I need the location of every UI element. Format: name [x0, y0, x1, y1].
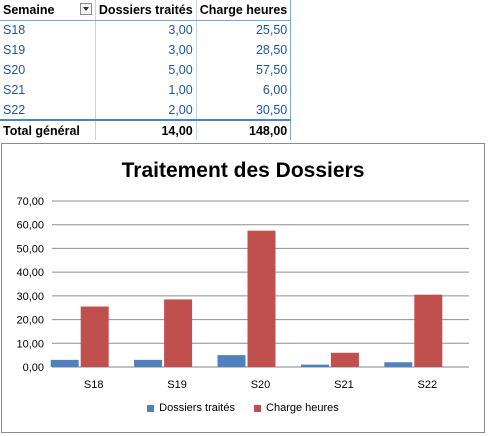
cell-charge[interactable]: 25,50 — [255, 23, 288, 38]
chart-plot[interactable]: 0,00 10,00 20,00 30,00 40,00 50,00 60,00 70,00 S… — [2, 144, 484, 432]
bar-charge[interactable] — [330, 352, 359, 367]
column-header-charge[interactable]: Charge heures — [196, 0, 291, 21]
y-tick-label: 20,00 — [16, 315, 44, 327]
y-tick-label: 0,00 — [23, 362, 44, 374]
x-tick-label: S18 — [84, 379, 104, 391]
x-tick-label: S21 — [334, 379, 354, 391]
legend-swatch-dossiers — [147, 404, 155, 412]
legend-swatch-charge — [254, 404, 262, 412]
x-tick-label: S22 — [418, 379, 438, 391]
legend-item-dossiers[interactable]: Dossiers traités — [147, 402, 235, 414]
column-header-semaine[interactable]: Semaine — [0, 0, 96, 21]
chart-title[interactable]: Traitement des Dossiers — [121, 159, 365, 182]
cell-dossiers[interactable]: 2,00 — [95, 100, 197, 120]
cell-dossiers[interactable]: 1,00 — [95, 80, 197, 100]
total-label[interactable]: Total général — [0, 119, 96, 140]
table-header-row: Semaine Dossiers traités Charge heures — [0, 0, 291, 21]
bar-charge[interactable] — [80, 306, 109, 367]
legend-label-dossiers: Dossiers traités — [159, 402, 235, 414]
bar-dossiers[interactable] — [134, 359, 163, 367]
cell-dossiers[interactable]: 3,00 — [95, 20, 197, 40]
table-row[interactable]: S20 5,00 57,50 — [0, 60, 291, 80]
table-row[interactable]: S22 2,00 30,50 — [0, 100, 291, 120]
row-label[interactable]: S19 — [0, 40, 96, 60]
y-tick-label: 60,00 — [16, 220, 44, 232]
bar-charge[interactable] — [247, 230, 276, 367]
table-row[interactable]: S21 1,00 6,00 — [0, 80, 291, 100]
bar-dossiers[interactable] — [384, 362, 413, 367]
y-tick-label: 50,00 — [16, 243, 44, 255]
total-row[interactable]: Total général 14,00 148,00 — [0, 119, 291, 140]
chart-legend[interactable]: Dossiers traités Charge heures — [2, 402, 484, 415]
total-charge[interactable]: 148,00 — [196, 119, 291, 140]
row-label[interactable]: S20 — [0, 60, 96, 80]
filter-dropdown-icon[interactable] — [79, 3, 92, 16]
cell-dossiers[interactable]: 5,00 — [95, 60, 197, 80]
chart-area[interactable]: Traitement des Dossiers 0,00 10,00 20,00 30… — [1, 143, 485, 433]
column-header-label: Semaine — [3, 2, 55, 17]
bar-charge[interactable] — [414, 294, 443, 367]
legend-label-charge: Charge heures — [266, 402, 339, 414]
y-tick-label: 70,00 — [16, 196, 44, 208]
cell-charge[interactable]: 30,50 — [255, 102, 288, 117]
cell-charge[interactable]: 28,50 — [255, 43, 288, 57]
bar-dossiers[interactable] — [217, 355, 246, 367]
table-row[interactable]: S18 3,00 25,50 — [0, 20, 291, 40]
bar-charge[interactable] — [164, 299, 193, 367]
pivot-table: Semaine Dossiers traités Charge heures S… — [0, 0, 292, 140]
y-tick-label: 30,00 — [16, 291, 44, 303]
table-row[interactable]: S19 3,00 28,50 — [0, 40, 291, 60]
cell-charge[interactable]: 6,00 — [262, 83, 288, 97]
x-tick-label: S19 — [167, 379, 187, 391]
column-header-dossiers[interactable]: Dossiers traités — [95, 0, 197, 21]
total-dossiers[interactable]: 14,00 — [95, 119, 197, 140]
row-label[interactable]: S18 — [0, 20, 96, 40]
row-label[interactable]: S21 — [0, 80, 96, 100]
bar-dossiers[interactable] — [50, 359, 79, 367]
legend-item-charge[interactable]: Charge heures — [254, 402, 339, 414]
y-tick-label: 10,00 — [16, 338, 44, 350]
bar-dossiers[interactable] — [300, 364, 329, 367]
y-tick-label: 40,00 — [16, 267, 44, 279]
x-tick-label: S20 — [251, 379, 271, 391]
row-label[interactable]: S22 — [0, 100, 96, 120]
cell-charge[interactable]: 57,50 — [255, 63, 288, 77]
cell-dossiers[interactable]: 3,00 — [95, 40, 197, 60]
